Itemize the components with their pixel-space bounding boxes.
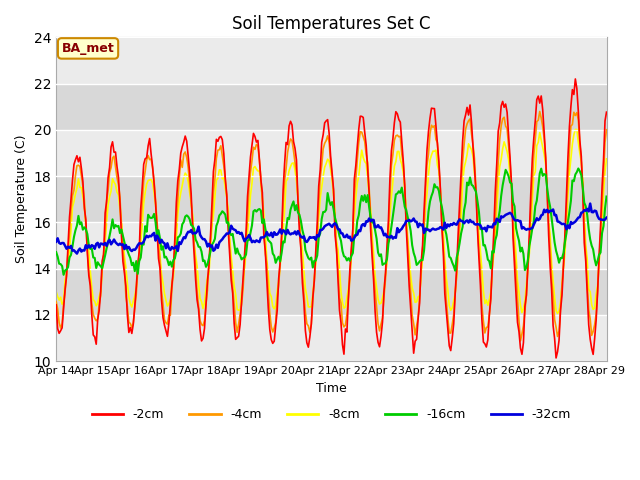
Bar — [56, 269, 607, 315]
Bar — [56, 37, 607, 84]
Bar — [56, 222, 607, 269]
Bar — [56, 315, 607, 361]
Y-axis label: Soil Temperature (C): Soil Temperature (C) — [15, 135, 28, 264]
Bar — [56, 176, 607, 222]
Title: Soil Temperatures Set C: Soil Temperatures Set C — [232, 15, 431, 33]
Bar — [56, 84, 607, 130]
X-axis label: Time: Time — [316, 382, 347, 395]
Legend: -2cm, -4cm, -8cm, -16cm, -32cm: -2cm, -4cm, -8cm, -16cm, -32cm — [86, 403, 576, 426]
Bar — [56, 130, 607, 176]
Text: BA_met: BA_met — [61, 42, 115, 55]
